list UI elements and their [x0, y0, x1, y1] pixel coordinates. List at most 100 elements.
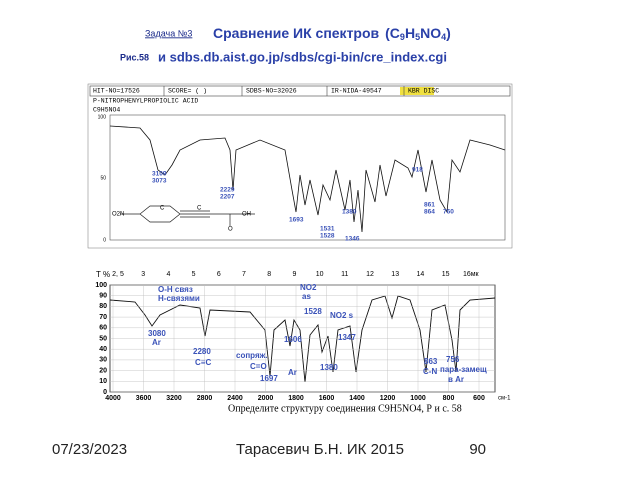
figure-label: Рис.58 [120, 52, 149, 62]
annotation: C≡C [195, 358, 211, 367]
annotation: C=O [250, 362, 267, 371]
y-tick-label: 100 [95, 282, 107, 289]
formula-part: H [405, 25, 415, 41]
y-tick-label: 40 [99, 346, 107, 353]
annotation: 3080 [148, 329, 166, 338]
peak-label: 2229 [220, 187, 235, 194]
title: Сравнение ИК спектров (C9H5NO4) [213, 25, 451, 43]
annotation: сопряж. [236, 351, 268, 360]
footer-date: 07/23/2023 [52, 441, 127, 458]
info-cell: KBR DISC [408, 88, 439, 95]
structure-label: O [228, 227, 233, 233]
formula-part: 5 [415, 32, 420, 42]
formula-part: 4 [441, 32, 446, 42]
y-tick-label: 0 [103, 237, 106, 243]
x-tick-label: 4000 [105, 395, 121, 402]
y-unit: T % [96, 270, 110, 279]
annotation: C-N [423, 367, 437, 376]
structure [120, 205, 255, 226]
y-tick-label: 10 [99, 378, 107, 385]
x-tick-label: 600 [473, 395, 485, 402]
caption: Определите структуру соединения C9H5NO4,… [228, 403, 462, 414]
formula: C9H5NO4 [93, 107, 120, 114]
formula-part: NO [420, 25, 441, 41]
peak-label: 1693 [289, 217, 304, 224]
peak-label: 2207 [220, 194, 235, 201]
y-tick-label: 90 [99, 293, 107, 300]
peak-label: 1346 [345, 236, 360, 243]
top-tick-label: 7 [242, 271, 246, 278]
peak-label: 1528 [320, 233, 335, 240]
info-cell: SDBS-NO=32026 [246, 88, 297, 95]
y-tick-label: 0 [103, 389, 107, 396]
spectrum-curve [109, 125, 506, 233]
info-cell: HIT-NO=17526 [93, 88, 140, 95]
x-tick-label: 3600 [136, 395, 152, 402]
top-tick-label: 4 [166, 271, 170, 278]
x-tick-label: 1400 [349, 395, 365, 402]
y-tick-label: 60 [99, 325, 107, 332]
peak-label: 1531 [320, 226, 335, 233]
formula-part: (C [385, 25, 400, 41]
top-tick-label: 14 [417, 271, 425, 278]
annotation: O-H связ [158, 285, 193, 294]
annotation: 2280 [193, 347, 211, 356]
y-tick-label: 20 [99, 367, 107, 374]
annotation: 1697 [260, 374, 278, 383]
structure-label: O2N [112, 212, 124, 218]
highlight [400, 87, 434, 95]
annotation: H-связями [158, 294, 200, 303]
top-tick-label: 10 [316, 271, 324, 278]
top-tick-label: 13 [391, 271, 399, 278]
spectrum-curve [109, 295, 496, 383]
annotation: 1347 [338, 333, 356, 342]
top-tick-label: 2, 5 [112, 271, 124, 278]
y-tick-label: 80 [99, 303, 107, 310]
peak-label: 3109 [152, 171, 167, 178]
peak-label: 1380 [342, 209, 357, 216]
compound: P-NITROPHENYLPROPIOLIC ACID [93, 98, 198, 105]
spectrum-1: P-NITROPHENYLPROPIOLIC ACID C9H5NO4 [87, 83, 513, 249]
info-cell: IR-NIDA-49547 [331, 88, 382, 95]
top-tick-label: 12 [366, 271, 374, 278]
x-unit: см-1 [498, 396, 511, 402]
formula-part: ) [446, 25, 451, 41]
peak-label: 861 [424, 202, 435, 209]
y-tick-label: 70 [99, 314, 107, 321]
footer-author: Тарасевич Б.Н. ИК 2015 [236, 441, 404, 458]
peak-label: 760 [443, 209, 454, 216]
info-cell: SCORE= ( ) [168, 88, 207, 95]
peak-label: 864 [424, 209, 435, 216]
annotation: 1380 [320, 363, 338, 372]
top-tick-label: 8 [267, 271, 271, 278]
task: Задача №3 [145, 28, 192, 38]
top-tick-label: 6 [217, 271, 221, 278]
annotation: 863 [424, 357, 438, 366]
x-tick-label: 1800 [288, 395, 304, 402]
annotation: 756 [446, 355, 460, 364]
annotation: NO2 [300, 283, 317, 292]
structure-label: C [160, 206, 165, 212]
y-tick-label: 50 [100, 175, 106, 181]
link: и sdbs.db.aist.go.jp/sdbs/cgi-bin/cre_in… [158, 49, 447, 64]
x-tick-label: 2800 [197, 395, 213, 402]
annotation: пара-замещ [440, 365, 487, 374]
x-tick-label: 1000 [410, 395, 426, 402]
structure-label: C [197, 206, 202, 212]
info-box [89, 85, 511, 97]
page-number: 90 [469, 441, 486, 458]
annotation: as [302, 292, 311, 301]
annotation: Ar [288, 368, 297, 377]
frame [87, 83, 513, 249]
formula-part: 9 [400, 32, 405, 42]
top-tick-label: 11 [341, 271, 348, 278]
x-tick-label: 3200 [166, 395, 182, 402]
peak-label: 918 [412, 167, 423, 174]
x-tick-label: 800 [443, 395, 455, 402]
top-tick-label: 3 [141, 271, 145, 278]
x-tick-label: 2000 [258, 395, 274, 402]
x-tick-label: 1200 [380, 395, 396, 402]
peak-label: 3073 [152, 178, 167, 185]
annotation: 1606 [284, 335, 302, 344]
